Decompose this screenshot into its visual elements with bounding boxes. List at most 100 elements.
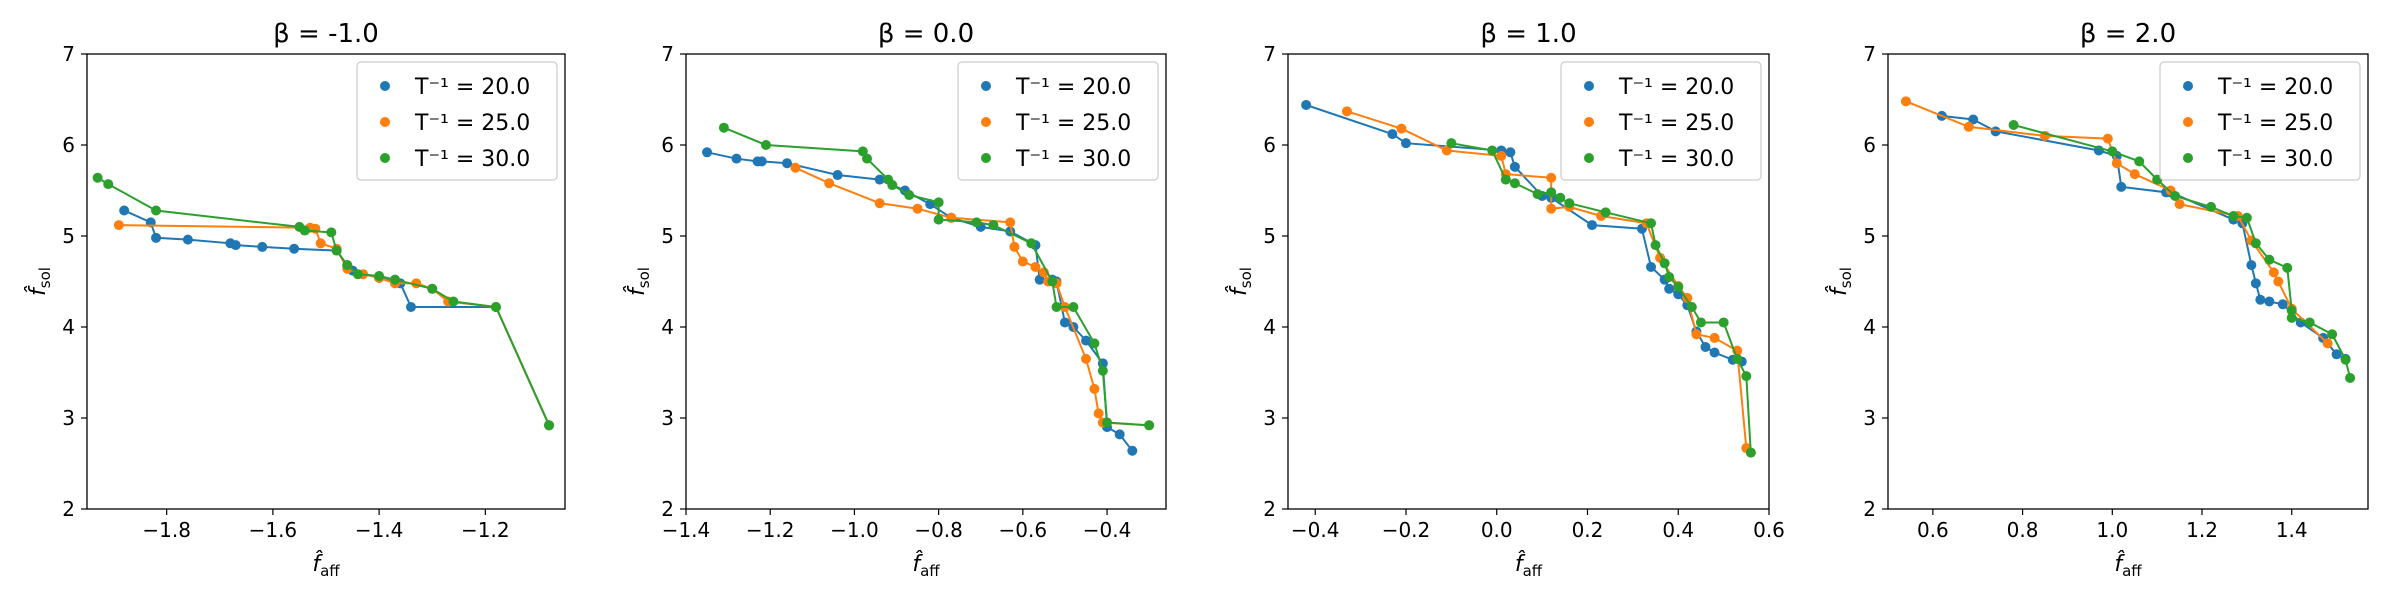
legend-entry: T⁻¹ = 30.0 — [414, 147, 530, 172]
x-tick-label: 1.4 — [2276, 518, 2308, 542]
data-point — [1555, 192, 1566, 203]
data-point — [1546, 203, 1557, 214]
data-point — [1396, 123, 1407, 134]
chart-panel-3: β = 1.0 −0.4 −0.2 0.0 0.2 0.4 0.6 2 3 4 5 6 7 f̂aff f̂… — [1226, 19, 1785, 580]
data-point — [390, 274, 401, 285]
data-point — [2304, 317, 2315, 328]
chart-panel-2: β = 0.0 −1.4 −1.2 −1.0 −0.8 −0.6 −0.4 2 3 4 5 6 7 f̂a… — [624, 19, 1167, 580]
svg-text:f̂sol: f̂sol — [25, 267, 54, 296]
data-point — [1732, 353, 1743, 364]
data-point — [857, 146, 868, 157]
axis-label-sol: f̂sol — [1226, 267, 1255, 296]
data-point — [887, 180, 898, 191]
data-point — [352, 269, 363, 280]
x-tick-label: 0.6 — [1753, 518, 1785, 542]
data-point — [1026, 238, 1037, 249]
data-point — [1081, 335, 1091, 346]
data-point — [782, 158, 793, 169]
data-point — [702, 147, 713, 158]
data-point — [1487, 145, 1498, 156]
y-tick-label: 2 — [661, 497, 674, 521]
legend-marker — [380, 153, 390, 163]
legend-marker — [981, 153, 991, 163]
data-point — [904, 190, 915, 201]
x-tick-label: −0.6 — [999, 518, 1048, 542]
data-point — [2273, 276, 2284, 287]
axis-label-aff: f̂aff — [1515, 551, 1543, 580]
panel-title: β = -1.0 — [273, 19, 379, 49]
series-line — [97, 176, 551, 426]
data-point — [1745, 447, 1756, 458]
data-point — [113, 220, 124, 231]
data-point — [331, 245, 342, 256]
data-point — [761, 140, 771, 150]
series-3 — [2008, 119, 2356, 383]
x-tick-label: −1.4 — [355, 518, 404, 542]
svg-text:f̂aff: f̂aff — [1515, 551, 1543, 580]
legend-marker — [1584, 117, 1594, 127]
data-point — [405, 301, 416, 312]
y-tick-label: 4 — [1863, 315, 1876, 339]
legend-entry: T⁻¹ = 25.0 — [1015, 111, 1131, 136]
series-2 — [790, 162, 1155, 431]
data-point — [2008, 119, 2019, 130]
plot-frame — [685, 53, 1167, 510]
data-point — [933, 197, 944, 208]
data-point — [2116, 181, 2127, 192]
y-tick-label: 3 — [1863, 406, 1876, 430]
data-point — [257, 241, 268, 252]
data-point — [1686, 301, 1697, 312]
legend: T⁻¹ = 20.0 T⁻¹ = 25.0 T⁻¹ = 30.0 — [356, 61, 558, 181]
x-tick-label: 1.0 — [2096, 518, 2128, 542]
legend-marker — [2183, 153, 2193, 163]
y-tick-label: 6 — [1863, 133, 1876, 157]
data-point — [1546, 172, 1557, 183]
data-point — [2228, 210, 2239, 221]
data-point — [2340, 354, 2351, 365]
data-point — [1587, 220, 1598, 231]
x-tick-label: 0.2 — [1572, 518, 1604, 542]
legend-entry: T⁻¹ = 30.0 — [2217, 147, 2333, 172]
axis-label-aff: f̂aff — [312, 551, 340, 580]
data-point — [2264, 254, 2275, 265]
data-point — [1017, 256, 1028, 267]
data-point — [933, 214, 944, 225]
data-point — [1034, 274, 1045, 285]
data-point — [832, 170, 843, 181]
x-tick-label: 0.0 — [1481, 518, 1513, 542]
data-point — [2134, 156, 2145, 167]
legend-marker — [2183, 117, 2193, 127]
data-point — [182, 234, 193, 245]
series-line — [118, 224, 551, 426]
data-point — [2255, 294, 2266, 305]
series-3 — [92, 172, 555, 431]
plot-frame — [1887, 53, 2369, 510]
y-tick-label: 3 — [661, 406, 674, 430]
data-point — [1963, 121, 1974, 132]
y-tick-label: 6 — [661, 133, 674, 157]
x-tick-label: −0.8 — [914, 518, 963, 542]
x-tick-label: −1.2 — [746, 518, 795, 542]
series-1 — [119, 205, 555, 431]
data-point — [2331, 349, 2342, 360]
data-point — [912, 203, 923, 214]
data-point — [119, 205, 130, 216]
y-tick-label: 7 — [1863, 42, 1876, 66]
legend-marker — [981, 117, 991, 127]
data-point — [1532, 189, 1543, 200]
data-point — [2246, 260, 2257, 271]
legend-entry: T⁻¹ = 30.0 — [1618, 147, 1734, 172]
legend: T⁻¹ = 20.0 T⁻¹ = 25.0 T⁻¹ = 30.0 — [2159, 61, 2361, 181]
data-point — [718, 122, 729, 133]
data-point — [2241, 212, 2252, 223]
x-tick-label: −1.2 — [461, 518, 510, 542]
data-point — [1664, 283, 1675, 294]
data-point — [1509, 178, 1520, 189]
axis-label-aff: f̂aff — [912, 551, 940, 580]
legend-entry: T⁻¹ = 30.0 — [1015, 147, 1131, 172]
data-point — [1659, 258, 1670, 269]
legend-entry: T⁻¹ = 20.0 — [414, 75, 530, 100]
y-tick-label: 4 — [661, 315, 674, 339]
data-point — [342, 260, 353, 271]
data-point — [1709, 332, 1720, 343]
